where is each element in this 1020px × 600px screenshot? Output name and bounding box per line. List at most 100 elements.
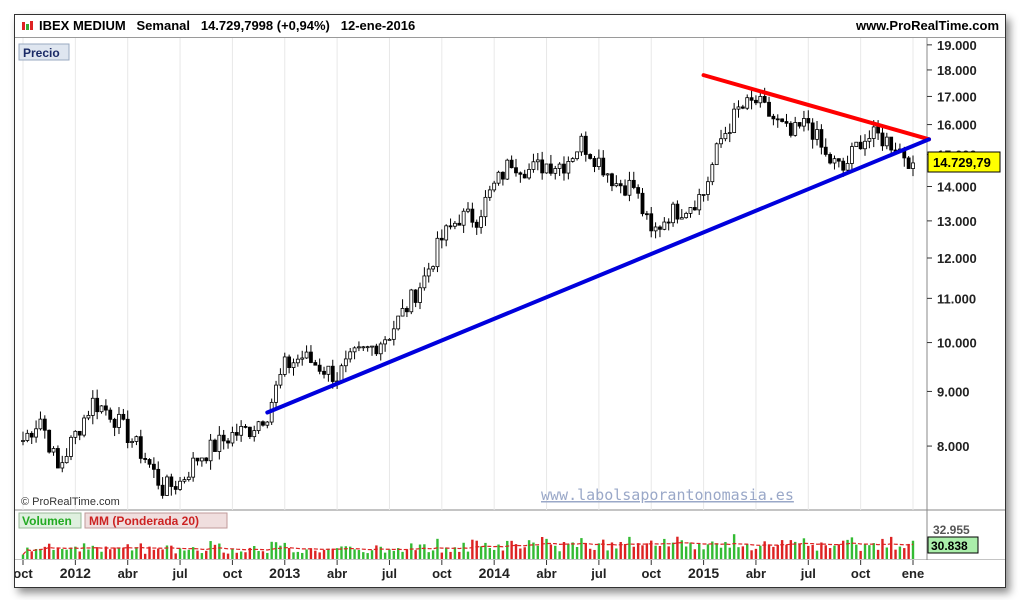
candle-body — [819, 129, 824, 148]
volume-bar — [794, 541, 797, 559]
site-link[interactable]: www.ProRealTime.com — [855, 18, 999, 33]
candle-body — [723, 133, 728, 140]
volume-bar — [911, 540, 915, 559]
candle-body — [143, 458, 148, 460]
candle-body — [125, 418, 130, 443]
volume-bar — [903, 548, 906, 559]
volume-bar — [772, 546, 775, 559]
candle-body — [644, 213, 649, 216]
volume-bar — [353, 549, 356, 559]
candle-body — [361, 346, 366, 349]
volume-bar — [536, 545, 540, 559]
candle-body — [653, 226, 658, 232]
volume-bar — [466, 551, 470, 559]
candle-body — [540, 159, 545, 174]
x-tick-label: jul — [171, 566, 187, 581]
candle-body — [535, 159, 540, 163]
y-tick-label: 11.000 — [937, 291, 976, 306]
candle-body — [300, 357, 305, 360]
volume-bar — [375, 545, 378, 559]
volume-label: Volumen — [22, 514, 72, 528]
candle-body — [121, 413, 126, 420]
candle-body — [474, 221, 479, 228]
candle-body — [562, 163, 566, 174]
volume-bar — [567, 543, 570, 559]
candle-body — [387, 338, 392, 341]
candle-body — [374, 345, 379, 355]
candle-body — [588, 154, 593, 159]
candle-body — [56, 448, 60, 469]
volume-bar — [248, 547, 252, 559]
x-tick-label: oct — [641, 566, 661, 581]
change: (+0,94%) — [276, 18, 330, 33]
candle-body — [326, 365, 331, 375]
volume-bar — [26, 547, 29, 559]
volume-bar — [702, 549, 705, 559]
candle-body — [117, 413, 121, 428]
candle-body — [740, 106, 745, 109]
watermark-link[interactable]: www.labolsaporantonomasia.es — [541, 486, 794, 504]
candle-body — [754, 99, 758, 104]
y-tick-label: 19.000 — [937, 38, 977, 53]
support-trendline — [265, 137, 931, 415]
x-tick-label: abr — [746, 566, 766, 581]
volume-bar — [671, 542, 675, 559]
volume-bar — [767, 544, 771, 559]
volume-bar — [366, 553, 369, 559]
candle-body — [243, 426, 248, 428]
candle-body — [204, 457, 209, 462]
y-tick-label: 18.000 — [937, 63, 977, 78]
volume-bar — [209, 541, 212, 559]
volume-bar — [623, 543, 627, 559]
candle-body — [605, 173, 610, 176]
volume-bar — [344, 546, 348, 559]
candle-body — [234, 432, 239, 436]
volume-bar — [619, 541, 622, 559]
candle-body — [592, 158, 597, 167]
candle-body — [610, 173, 614, 187]
volume-bar — [833, 545, 836, 559]
volume-bar — [898, 546, 902, 559]
volume-bar — [824, 545, 827, 559]
volume-bar — [370, 550, 374, 559]
volume-bar — [200, 553, 204, 559]
volume-bar — [301, 552, 304, 559]
candle-body — [448, 225, 453, 228]
candle-body — [544, 163, 549, 174]
volume-bar — [126, 544, 129, 559]
symbol-name: IBEX MEDIUM — [39, 18, 126, 33]
volume-bar — [122, 548, 125, 559]
volume-bar — [39, 548, 42, 559]
candle-body — [25, 432, 30, 441]
candle-body — [160, 484, 165, 496]
candle-body — [348, 351, 353, 360]
candle-body — [867, 138, 872, 142]
ma-value-partial: 32.955 — [933, 523, 970, 537]
volume-bar — [183, 550, 186, 559]
y-tick-label: 16.000 — [937, 118, 977, 133]
candle-body — [138, 436, 143, 459]
x-tick-label: 2014 — [479, 565, 510, 581]
candle-body — [880, 132, 885, 147]
candle-body — [850, 146, 854, 164]
volume-bar — [650, 540, 653, 559]
candle-body — [95, 397, 100, 413]
volume-bar — [527, 540, 531, 559]
candle-body — [793, 122, 798, 136]
volume-bar — [274, 542, 278, 559]
candle-body — [876, 126, 880, 134]
candle-body — [553, 168, 558, 174]
volume-bar — [314, 550, 317, 559]
candle-body — [461, 210, 466, 226]
volume-bar — [658, 545, 662, 559]
volume-bar — [885, 547, 889, 559]
volume-bar — [270, 541, 273, 559]
volume-bar — [266, 552, 269, 559]
candle-body — [239, 426, 244, 436]
x-tick-label: 2015 — [688, 565, 719, 581]
volume-bar — [684, 546, 688, 559]
candle-body — [322, 370, 326, 375]
candle-body — [108, 409, 113, 420]
candle-body — [631, 179, 636, 188]
candle-body — [509, 159, 514, 169]
